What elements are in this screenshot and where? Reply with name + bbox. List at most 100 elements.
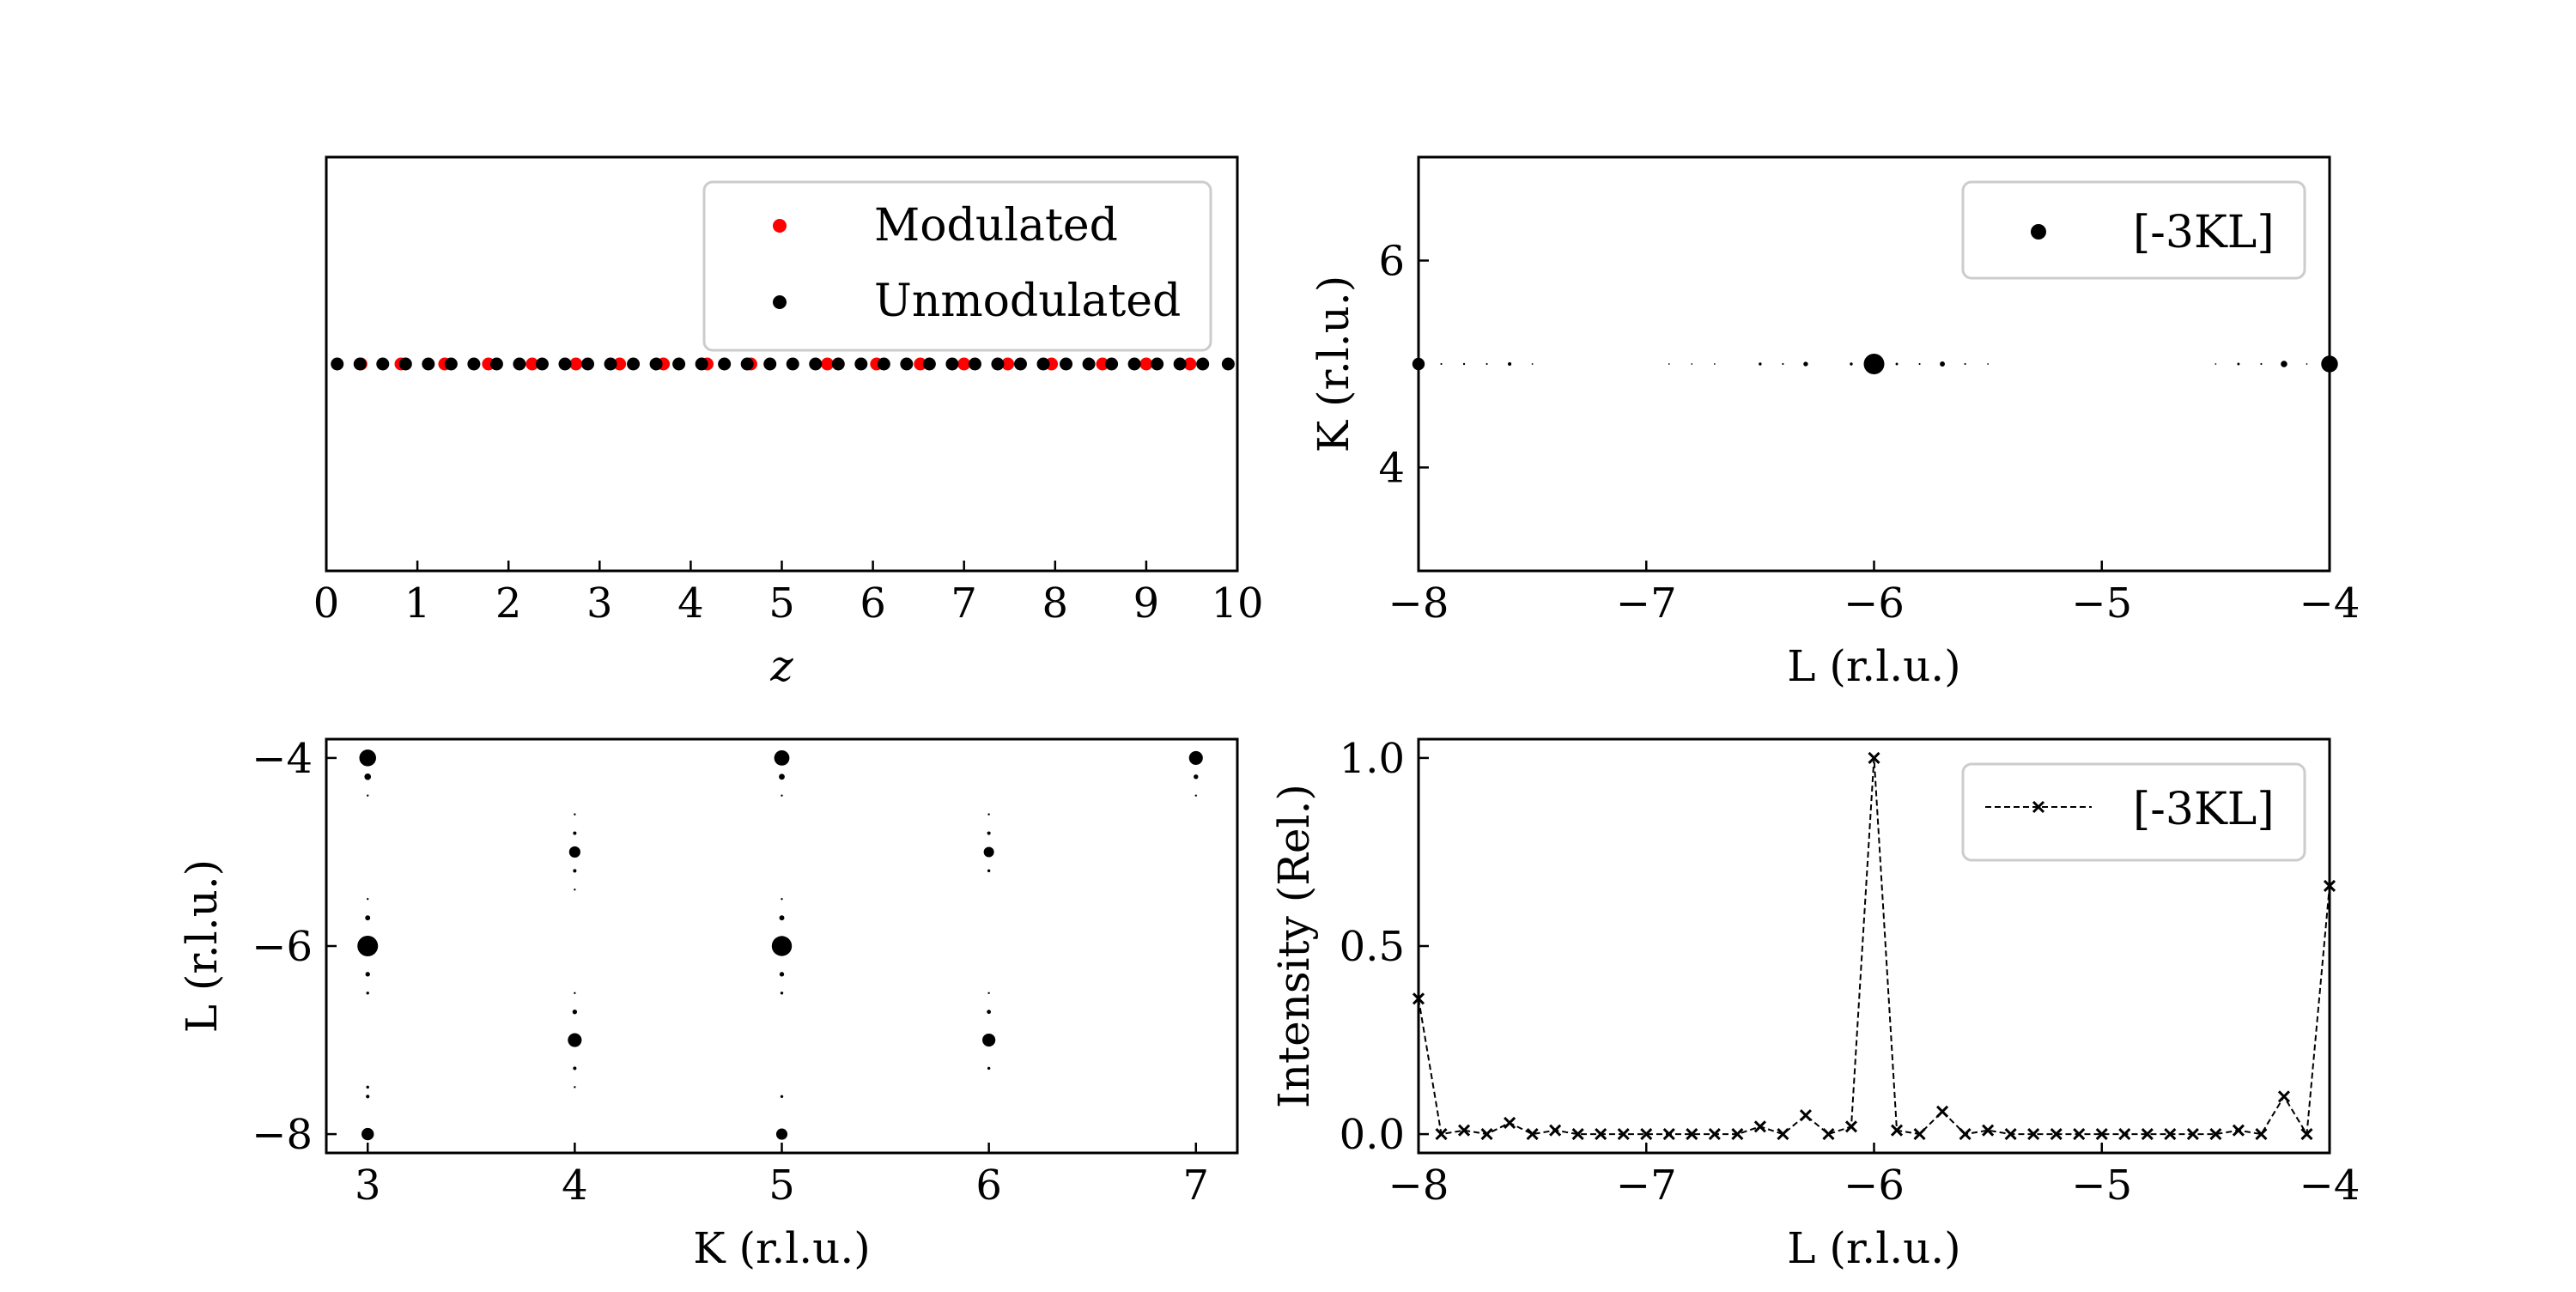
data-point [786, 357, 799, 371]
data-point [367, 794, 369, 797]
data-point [573, 831, 577, 835]
legend-marker [773, 295, 787, 309]
data-point [1964, 362, 1966, 366]
data-point [1799, 1109, 1812, 1122]
data-point [2237, 362, 2240, 366]
data-point [1863, 354, 1885, 374]
legend-label: Modulated [874, 200, 1118, 252]
data-point [1936, 1105, 1949, 1118]
x-axis-label: z [769, 641, 793, 691]
data-point [1508, 361, 1512, 367]
legend-label: [-3KL] [2133, 207, 2275, 258]
data-point [771, 936, 793, 956]
data-point [1668, 363, 1670, 365]
data-point [718, 357, 732, 371]
data-point [968, 357, 981, 371]
x-tick-label: 4 [562, 1162, 588, 1210]
data-point [1462, 362, 1466, 366]
y-tick-label: 0.5 [1340, 923, 1405, 971]
data-point [1139, 357, 1153, 371]
data-point [1457, 1124, 1471, 1137]
x-tick-label: −7 [1616, 1162, 1677, 1210]
x-tick-label: −6 [1844, 579, 1905, 628]
data-point [353, 357, 367, 371]
legend-box [1961, 762, 2306, 862]
data-point [581, 357, 595, 371]
data-point [1105, 357, 1119, 371]
data-point [2300, 1128, 2313, 1141]
data-point [779, 972, 785, 977]
data-point [1531, 363, 1534, 365]
y-tick-label: 0.0 [1340, 1111, 1405, 1159]
data-point [535, 357, 549, 371]
data-point [357, 936, 379, 956]
data-point [568, 846, 580, 858]
x-tick-label: 9 [1133, 579, 1160, 628]
data-point [2050, 1128, 2063, 1141]
legend-marker [2032, 800, 2045, 814]
legend-box [702, 180, 1212, 352]
data-point [987, 1066, 991, 1071]
y-tick-label: 6 [1378, 238, 1405, 286]
data-point [2306, 363, 2308, 365]
data-point [1060, 357, 1073, 371]
data-point [489, 357, 503, 371]
data-point [1504, 1116, 1516, 1130]
data-point [2164, 1128, 2177, 1141]
data-point [1850, 362, 1853, 366]
legend-label: Unmodulated [874, 276, 1181, 327]
data-point [1196, 357, 1210, 371]
data-point [572, 1009, 578, 1015]
data-point [1982, 1124, 1995, 1137]
x-axis-label: L (r.l.u.) [1787, 641, 1960, 691]
data-point [365, 972, 370, 977]
legend: [-3KL] [1961, 762, 2306, 862]
data-point [2260, 362, 2263, 366]
x-tick-label: −4 [2300, 579, 2360, 628]
legend-box [1961, 180, 2306, 280]
data-point [1082, 357, 1096, 371]
data-point [604, 357, 617, 371]
data-point [376, 357, 390, 371]
x-axis-label: K (r.l.u.) [693, 1223, 871, 1273]
data-point [627, 357, 641, 371]
data-point [982, 1033, 996, 1047]
data-point [900, 357, 914, 371]
data-point [366, 992, 369, 995]
data-point [1617, 1128, 1630, 1141]
x-tick-label: 4 [677, 579, 704, 628]
data-point [1759, 362, 1762, 366]
legend-label: [-3KL] [2133, 784, 2275, 835]
y-axis-label: Intensity (Rel.) [1269, 784, 1319, 1108]
data-point [1173, 357, 1187, 371]
data-point [574, 813, 576, 816]
data-point [1753, 1120, 1766, 1133]
data-point [1686, 1128, 1698, 1141]
x-tick-label: 10 [1211, 579, 1263, 628]
data-point [1959, 1128, 1971, 1141]
data-point [987, 1010, 992, 1015]
data-point [991, 357, 1005, 371]
data-point [361, 1127, 374, 1141]
data-point [1731, 1128, 1744, 1141]
data-point [649, 357, 663, 371]
data-point [1549, 1124, 1562, 1137]
x-tick-label: −6 [1844, 1162, 1905, 1210]
data-point [1194, 794, 1197, 797]
data-point [983, 846, 994, 858]
data-point [781, 794, 783, 797]
legend-marker [773, 219, 787, 233]
data-point [1713, 363, 1716, 365]
legend: [-3KL] [1961, 180, 2306, 280]
data-point [1868, 751, 1880, 764]
data-point [1013, 357, 1027, 371]
data-point [672, 357, 686, 371]
data-point [2027, 1128, 2040, 1141]
data-point [1940, 361, 1946, 367]
data-point [366, 1085, 369, 1089]
data-point [1890, 1124, 1904, 1137]
data-point [1803, 361, 1808, 367]
data-point [914, 357, 927, 371]
data-point [779, 773, 785, 780]
